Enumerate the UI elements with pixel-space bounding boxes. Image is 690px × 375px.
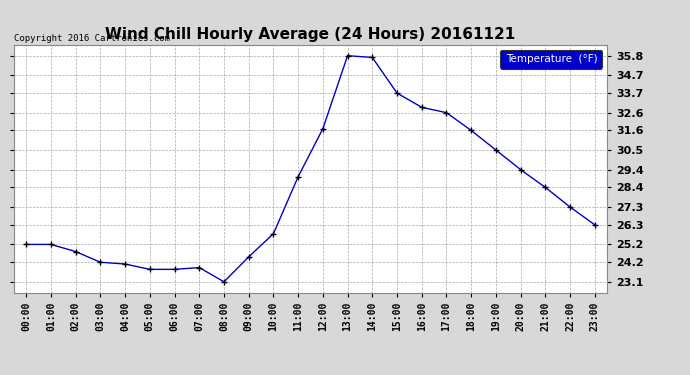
Title: Wind Chill Hourly Average (24 Hours) 20161121: Wind Chill Hourly Average (24 Hours) 201…: [106, 27, 515, 42]
Text: Copyright 2016 Cartronics.com: Copyright 2016 Cartronics.com: [14, 33, 170, 42]
Legend: Temperature  (°F): Temperature (°F): [500, 50, 602, 69]
